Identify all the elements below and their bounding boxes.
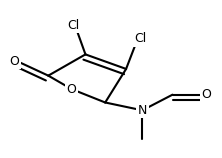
Text: O: O (10, 55, 20, 68)
Text: O: O (67, 83, 76, 96)
Text: N: N (138, 104, 147, 117)
Text: Cl: Cl (68, 19, 80, 32)
Text: Cl: Cl (134, 32, 146, 45)
Text: O: O (201, 88, 211, 101)
